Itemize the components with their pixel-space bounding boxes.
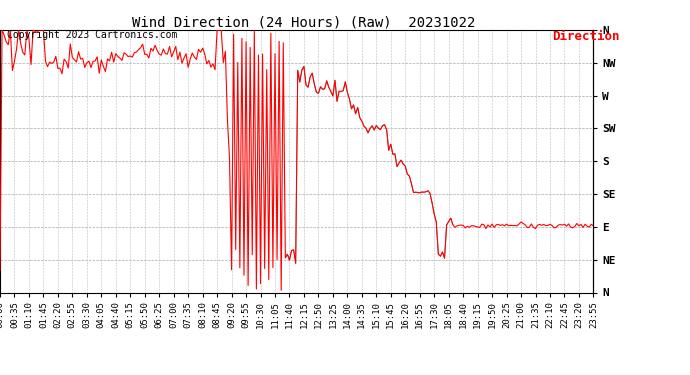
Text: Wind Direction (24 Hours) (Raw)  20231022: Wind Direction (24 Hours) (Raw) 20231022 <box>132 15 475 29</box>
Text: Copyright 2023 Cartronics.com: Copyright 2023 Cartronics.com <box>7 30 177 40</box>
Text: Direction: Direction <box>552 30 620 43</box>
